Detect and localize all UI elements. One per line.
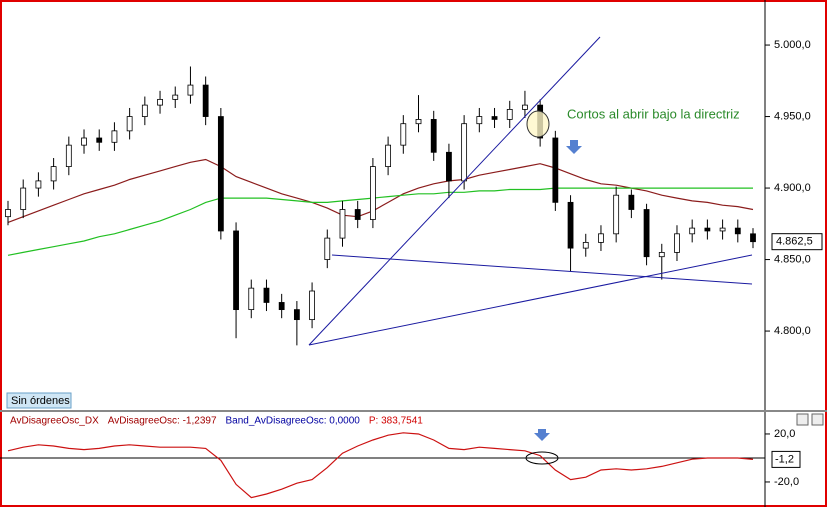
candle-body bbox=[506, 109, 513, 120]
highlight-circle bbox=[525, 451, 559, 465]
y-tick-label: 5.000,0 bbox=[774, 39, 811, 51]
candle-body bbox=[157, 98, 163, 106]
candle-body bbox=[172, 94, 179, 100]
candle-body bbox=[248, 287, 255, 311]
candle-body bbox=[415, 119, 422, 125]
pane-header: P: 383,7541 bbox=[369, 416, 423, 427]
price-pane: 4.800,0 4.850,0 4.900,0 4.950,0 5.000,0 4.862… bbox=[5, 39, 823, 346]
candle-body bbox=[598, 233, 604, 243]
y-tick-label: 4.950,0 bbox=[774, 110, 811, 122]
y-tick-label: 4.900,0 bbox=[774, 182, 811, 194]
pane-header: Band_AvDisagreeOsc: 0,0000 bbox=[226, 416, 361, 427]
candle-body bbox=[430, 119, 437, 153]
candle-body bbox=[704, 227, 711, 232]
candle-body bbox=[552, 137, 559, 203]
candle-body bbox=[446, 151, 452, 182]
candle-body bbox=[689, 227, 696, 235]
trendline bbox=[331, 254, 753, 285]
series-line bbox=[7, 187, 753, 256]
candle-body bbox=[628, 194, 635, 210]
highlight-circle bbox=[526, 110, 550, 138]
series-line bbox=[7, 432, 754, 499]
oscillator-pane: -20,0 20,0 AvDisagreeOsc_DX AvDisagreeOsc: … bbox=[0, 416, 801, 499]
candle-body bbox=[613, 194, 620, 235]
candle-body bbox=[187, 84, 194, 96]
pane-maximize[interactable] bbox=[796, 413, 809, 426]
candle-body bbox=[674, 233, 680, 253]
candle-body bbox=[734, 227, 741, 235]
candle-body bbox=[385, 144, 392, 168]
candle-body bbox=[96, 137, 103, 143]
arrow-icon bbox=[566, 140, 582, 154]
last-value-box bbox=[771, 450, 801, 468]
candle-body bbox=[658, 252, 665, 258]
pane-header: AvDisagreeOsc: -1,2397 bbox=[108, 416, 217, 427]
candle-body bbox=[217, 116, 224, 232]
candle-body bbox=[141, 104, 148, 117]
orders-button[interactable] bbox=[6, 392, 72, 409]
candle-body bbox=[476, 116, 483, 125]
candle-body bbox=[263, 287, 270, 303]
candle-body bbox=[126, 116, 133, 132]
candle-body bbox=[339, 209, 346, 239]
candle-body bbox=[35, 180, 42, 189]
candle-body bbox=[750, 233, 756, 243]
arrow-icon bbox=[534, 429, 550, 441]
pane-close[interactable] bbox=[811, 413, 824, 426]
pane-header: AvDisagreeOsc_DX bbox=[10, 416, 99, 427]
candle-body bbox=[202, 84, 209, 117]
candle-body bbox=[81, 137, 87, 146]
candle-body bbox=[324, 237, 331, 260]
candle-body bbox=[582, 241, 589, 249]
candle-body bbox=[111, 130, 118, 143]
candle-body bbox=[20, 187, 27, 210]
candle-body bbox=[5, 209, 11, 218]
candle-body bbox=[369, 166, 376, 220]
candle-body bbox=[522, 104, 528, 110]
candle-body bbox=[491, 116, 498, 120]
y-tick-label: -20,0 bbox=[774, 476, 799, 488]
last-value-box bbox=[771, 233, 823, 251]
candle-body bbox=[400, 123, 407, 146]
last-value-label: 4.862,5 bbox=[776, 236, 813, 248]
candle-body bbox=[65, 144, 72, 168]
last-value-label: -1,2 bbox=[775, 453, 794, 465]
annotation: Cortos al abrir bajo la directriz bbox=[567, 106, 740, 121]
trendline bbox=[308, 36, 601, 346]
candle-body bbox=[643, 209, 650, 258]
y-tick-label: 20,0 bbox=[774, 428, 795, 440]
candle-body bbox=[293, 309, 300, 321]
y-tick-label: 4.800,0 bbox=[774, 325, 811, 337]
trendline bbox=[308, 254, 753, 346]
candle-body bbox=[719, 227, 726, 232]
candle-body bbox=[50, 166, 57, 182]
candle-body bbox=[233, 230, 239, 311]
y-tick-label: 4.850,0 bbox=[774, 253, 811, 265]
candle-body bbox=[461, 123, 468, 182]
candle-body bbox=[278, 302, 285, 311]
candle-body bbox=[354, 209, 361, 220]
orders-button-label[interactable]: Sin órdenes bbox=[11, 395, 70, 407]
candle-body bbox=[567, 201, 574, 249]
candle-body bbox=[309, 290, 315, 321]
